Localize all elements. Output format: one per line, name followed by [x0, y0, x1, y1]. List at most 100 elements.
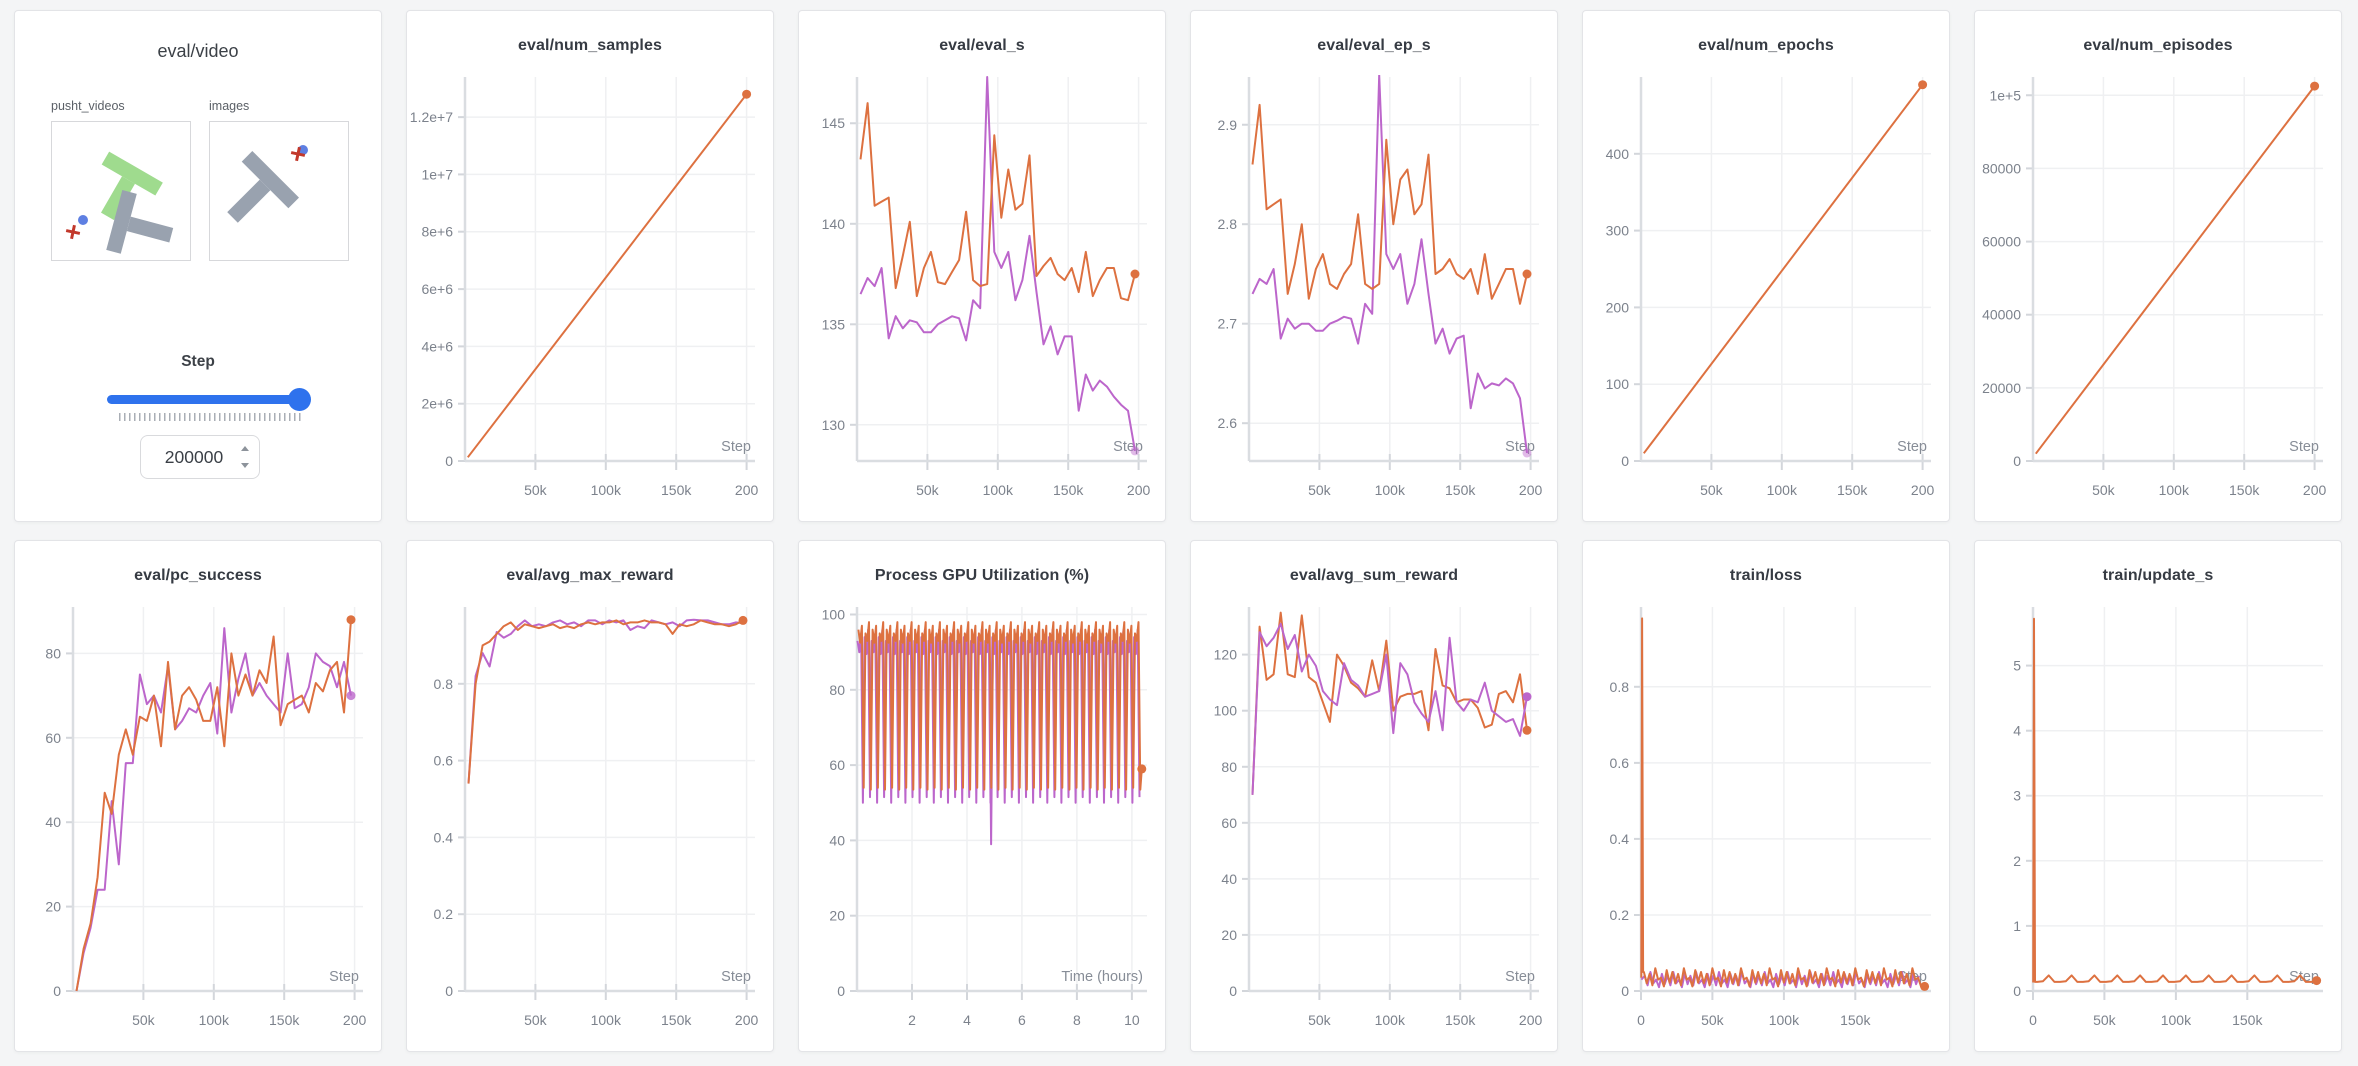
chart-plot-eval-eval-ep-s[interactable]: 50k 100k 150k 200 2.6 2.7 2.8 2.9 Step — [1191, 71, 1557, 517]
svg-text:100k: 100k — [1767, 482, 1798, 498]
chart-plot-train-loss[interactable]: 0 50k 100k 150k 0 0.2 0.4 0.6 0.8 Step — [1583, 601, 1949, 1047]
chart-panel-eval-num-epochs[interactable]: eval/num_epochs 50k 100k 150k 200 0 100 200 300… — [1582, 10, 1950, 522]
svg-text:100k: 100k — [591, 1012, 622, 1028]
svg-text:0: 0 — [2029, 1012, 2037, 1028]
chart-panel-eval-pc-success[interactable]: eval/pc_success 50k 100k 150k 200 0 20 40 60 80 S… — [14, 540, 382, 1052]
step-slider-ruler — [119, 413, 303, 421]
svg-text:100k: 100k — [1769, 1012, 1800, 1028]
svg-text:40000: 40000 — [1982, 307, 2021, 323]
pusht-scene-2 — [227, 145, 308, 223]
chart-panel-eval-avg-max-reward[interactable]: eval/avg_max_reward 50k 100k 150k 200 0 0.2 0.… — [406, 540, 774, 1052]
step-slider-handle[interactable] — [288, 388, 311, 411]
chart-panel-process-gpu-utilization[interactable]: Process GPU Utilization (%) 2 4 6 8 10 0 20 40 6… — [798, 540, 1166, 1052]
media-thumbnail-images[interactable] — [209, 121, 349, 261]
media-panel-eval-video: eval/video pusht_videos images — [14, 10, 382, 522]
svg-text:60: 60 — [45, 730, 61, 746]
svg-text:0: 0 — [1621, 453, 1629, 469]
svg-text:2.7: 2.7 — [1218, 316, 1238, 332]
svg-text:50k: 50k — [2093, 1012, 2117, 1028]
svg-text:200: 200 — [735, 1012, 759, 1028]
chart-title: train/loss — [1729, 567, 1803, 584]
chart-panel-eval-num-samples[interactable]: eval/num_samples 50k 100k 150k 200 0 2e+6 4e+6… — [406, 10, 774, 522]
svg-text:400: 400 — [1606, 146, 1630, 162]
pusht-scene-1 — [65, 151, 174, 254]
chart-title: eval/num_samples — [518, 37, 662, 54]
svg-text:4: 4 — [963, 1012, 971, 1028]
svg-text:0.4: 0.4 — [434, 829, 454, 845]
chart-title: eval/avg_sum_reward — [1289, 567, 1459, 584]
step-input[interactable] — [141, 436, 259, 478]
svg-text:0: 0 — [2013, 983, 2021, 999]
chart-plot-eval-avg-sum-reward[interactable]: 50k 100k 150k 200 0 20 40 60 80 100 120 Step — [1191, 601, 1557, 1047]
chart-plot-eval-num-episodes[interactable]: 50k 100k 150k 200 0 20000 40000 60000 80000 1e+5 S… — [1975, 71, 2341, 517]
svg-text:Step: Step — [1505, 969, 1535, 985]
svg-text:50k: 50k — [1701, 1012, 1725, 1028]
svg-text:300: 300 — [1606, 223, 1630, 239]
svg-text:6e+6: 6e+6 — [421, 281, 453, 297]
chart-plot-eval-avg-max-reward[interactable]: 50k 100k 150k 200 0 0.2 0.4 0.6 0.8 Step — [407, 601, 773, 1047]
svg-text:0.8: 0.8 — [434, 676, 454, 692]
chart-panel-eval-eval-s[interactable]: eval/eval_s 50k 100k 150k 200 130 135 140 145 St… — [798, 10, 1166, 522]
svg-text:200: 200 — [2303, 482, 2327, 498]
svg-text:80: 80 — [829, 682, 845, 698]
svg-text:40: 40 — [829, 832, 845, 848]
svg-text:100: 100 — [822, 607, 846, 623]
svg-text:50k: 50k — [916, 482, 940, 498]
chart-panel-eval-eval-ep-s[interactable]: eval/eval_ep_s 50k 100k 150k 200 2.6 2.7 2.8 2.… — [1190, 10, 1558, 522]
svg-text:8: 8 — [1073, 1012, 1081, 1028]
pusht-target-cross — [65, 224, 81, 240]
chart-plot-train-update-s[interactable]: 0 50k 100k 150k 0 1 2 3 4 5 Step — [1975, 601, 2341, 1047]
chart-title: eval/pc_success — [134, 567, 262, 584]
chart-panel-eval-num-episodes[interactable]: eval/num_episodes 50k 100k 150k 200 0 20000 40… — [1974, 10, 2342, 522]
chart-plot-eval-num-epochs[interactable]: 50k 100k 150k 200 0 100 200 300 400 Step — [1583, 71, 1949, 517]
chart-plot-eval-eval-s[interactable]: 50k 100k 150k 200 130 135 140 145 Step — [799, 71, 1165, 517]
svg-text:50k: 50k — [2092, 482, 2116, 498]
svg-text:145: 145 — [822, 115, 846, 131]
spinner-up-icon[interactable] — [241, 446, 249, 451]
svg-text:0.4: 0.4 — [1610, 831, 1630, 847]
svg-text:0: 0 — [53, 983, 61, 999]
spinner-down-icon[interactable] — [241, 463, 249, 468]
svg-text:100k: 100k — [1375, 1012, 1406, 1028]
svg-text:Step: Step — [721, 969, 751, 985]
svg-text:200: 200 — [343, 1012, 367, 1028]
svg-text:5: 5 — [2013, 658, 2021, 674]
svg-text:100: 100 — [1606, 376, 1630, 392]
svg-text:1: 1 — [2013, 918, 2021, 934]
svg-text:4: 4 — [2013, 723, 2021, 739]
svg-text:2: 2 — [908, 1012, 916, 1028]
chart-title: Process GPU Utilization (%) — [874, 567, 1090, 584]
media-thumbnail-pusht-videos[interactable] — [51, 121, 191, 261]
svg-text:0: 0 — [1637, 1012, 1645, 1028]
chart-title: eval/eval_ep_s — [1317, 37, 1431, 54]
svg-text:100k: 100k — [2159, 482, 2190, 498]
svg-text:40: 40 — [45, 814, 61, 830]
svg-text:0: 0 — [2013, 453, 2021, 469]
svg-text:140: 140 — [822, 216, 846, 232]
svg-text:100k: 100k — [591, 482, 622, 498]
svg-text:135: 135 — [822, 316, 846, 332]
svg-text:0.2: 0.2 — [434, 906, 454, 922]
svg-text:150k: 150k — [2232, 1012, 2263, 1028]
svg-text:120: 120 — [1214, 647, 1238, 663]
svg-text:2: 2 — [2013, 853, 2021, 869]
chart-panel-eval-avg-sum-reward[interactable]: eval/avg_sum_reward 50k 100k 150k 200 0 20 40 6… — [1190, 540, 1558, 1052]
chart-title: eval/avg_max_reward — [506, 567, 674, 584]
svg-text:150k: 150k — [1445, 1012, 1476, 1028]
step-input-container — [140, 435, 260, 479]
step-input-spinner — [240, 446, 250, 468]
svg-text:60000: 60000 — [1982, 234, 2021, 250]
svg-text:0.6: 0.6 — [1610, 755, 1630, 771]
chart-plot-process-gpu-utilization[interactable]: 2 4 6 8 10 0 20 40 60 80 100 Time (hours) — [799, 601, 1165, 1047]
chart-title: eval/eval_s — [939, 37, 1025, 54]
chart-panel-train-update-s[interactable]: train/update_s 0 50k 100k 150k 0 1 2 3 4 5 Step — [1974, 540, 2342, 1052]
step-slider[interactable] — [107, 388, 311, 411]
svg-text:40: 40 — [1221, 871, 1237, 887]
step-slider-track[interactable] — [107, 395, 307, 404]
svg-text:200: 200 — [1519, 1012, 1543, 1028]
chart-plot-eval-num-samples[interactable]: 50k 100k 150k 200 0 2e+6 4e+6 6e+6 8e+6 1e+7 1.2e+… — [407, 71, 773, 517]
chart-plot-eval-pc-success[interactable]: 50k 100k 150k 200 0 20 40 60 80 Step — [15, 601, 381, 1047]
chart-panel-train-loss[interactable]: train/loss 0 50k 100k 150k 0 0.2 0.4 0.6 0.8 Step — [1582, 540, 1950, 1052]
chart-title: train/update_s — [2102, 567, 2214, 584]
svg-text:0.8: 0.8 — [1610, 679, 1630, 695]
